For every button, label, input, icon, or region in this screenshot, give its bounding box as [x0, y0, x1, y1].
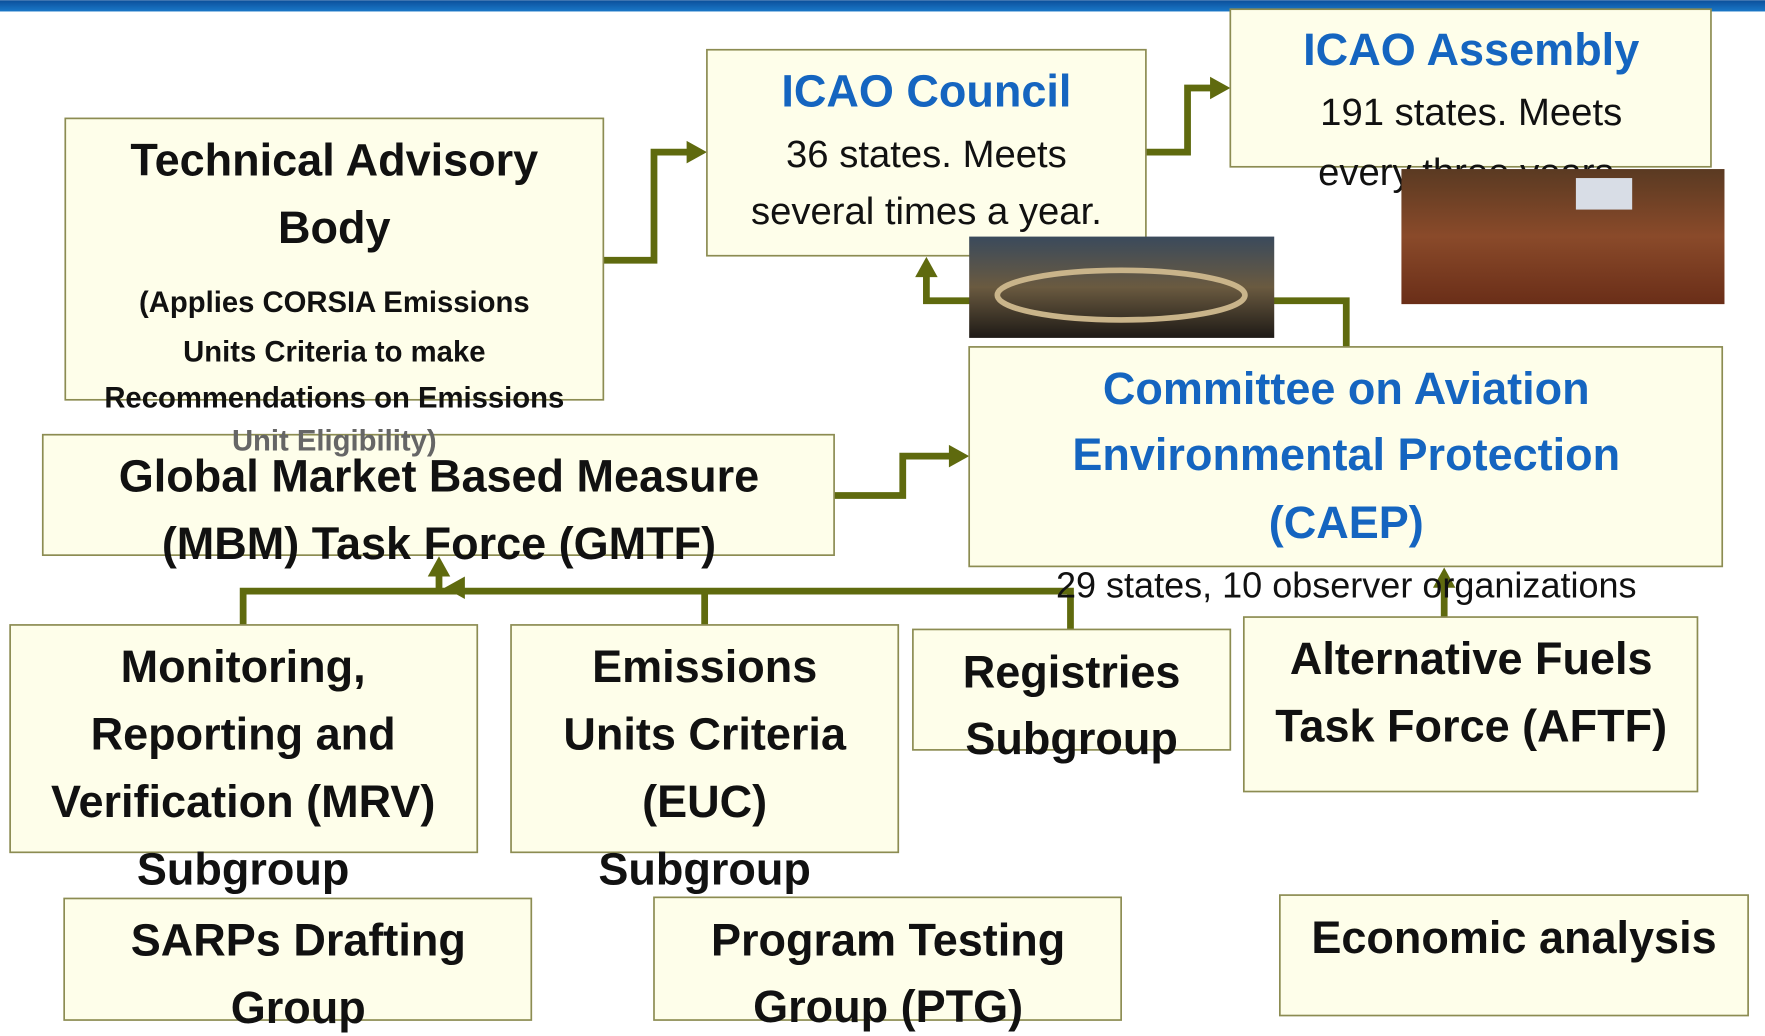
node-detail: Recommendations on Emissions: [104, 383, 564, 415]
photos: [969, 169, 1725, 338]
photo-detail: [1575, 178, 1633, 210]
node-box: [41, 433, 835, 556]
node-box: [653, 896, 1122, 1021]
node-title: Verification (MRV): [51, 776, 435, 827]
connector: [834, 452, 952, 499]
node-title: Units Criteria: [563, 708, 847, 759]
node-box: [1242, 616, 1699, 793]
node-detail: 29 states, 10 observer organizations: [1056, 564, 1637, 605]
node-title: Alternative Fuels: [1290, 633, 1653, 684]
photo-detail: [994, 267, 1248, 323]
node-title: Body: [278, 202, 391, 253]
node-title: Emissions: [592, 641, 817, 692]
node-detail: Units Criteria to make: [183, 336, 485, 368]
node-box: [912, 628, 1232, 751]
arrow-head: [427, 556, 451, 577]
node-title: Monitoring,: [121, 641, 366, 692]
node-box: [63, 897, 533, 1021]
node-box: [968, 346, 1724, 568]
connector: [603, 148, 689, 264]
node-title: Economic analysis: [1311, 912, 1716, 963]
node-title: Subgroup: [598, 843, 811, 894]
top-bar: [0, 0, 1765, 12]
node-title: Technical Advisory: [130, 134, 538, 185]
node-title: Committee on Aviation: [1103, 363, 1590, 414]
node-title: SARPs Drafting: [131, 914, 466, 965]
connector: [239, 574, 1074, 630]
node-box: [1229, 8, 1712, 168]
node-title: Task Force (AFTF): [1275, 701, 1667, 752]
node-box: [64, 117, 605, 401]
node-detail: 36 states. Meets: [786, 133, 1067, 176]
node-title: Environmental Protection: [1072, 429, 1620, 480]
node-title: Registries: [963, 646, 1181, 697]
node-box: [510, 624, 900, 854]
node-detail: (Applies CORSIA Emissions: [139, 287, 530, 319]
node-box: [1279, 894, 1749, 1017]
node-title: ICAO Assembly: [1303, 24, 1639, 75]
node-box: [9, 624, 479, 854]
node-detail: 191 states. Meets: [1320, 91, 1622, 134]
arrow-head: [915, 256, 938, 278]
arrow-head: [686, 140, 707, 164]
node-title: Group (PTG): [753, 981, 1023, 1032]
boxes: [9, 8, 1749, 1021]
connector: [1145, 84, 1213, 156]
node-title: (MBM) Task Force (GMTF): [162, 518, 716, 569]
arrow-head: [948, 444, 970, 468]
node-title: Program Testing: [711, 914, 1065, 965]
node-title: Group: [231, 982, 366, 1033]
node-detail: several times a year.: [751, 190, 1102, 233]
node-title: ICAO Council: [781, 66, 1071, 117]
node-box: [706, 48, 1147, 257]
arrow-head: [1432, 567, 1456, 588]
node-title: Reporting and: [91, 708, 396, 759]
node-title: Global Market Based Measure: [119, 451, 759, 502]
council-photo: [969, 236, 1275, 338]
connectors: [239, 76, 1456, 630]
node-title: Subgroup: [137, 843, 350, 894]
node-title: (CAEP): [1269, 497, 1424, 548]
arrow-head: [1210, 76, 1231, 100]
node-detail: Unit Eligibility): [232, 425, 437, 457]
arrow-head: [444, 576, 465, 600]
assembly-photo: [1401, 169, 1725, 305]
node-title: (EUC): [642, 776, 767, 827]
node-title: Subgroup: [965, 713, 1178, 764]
